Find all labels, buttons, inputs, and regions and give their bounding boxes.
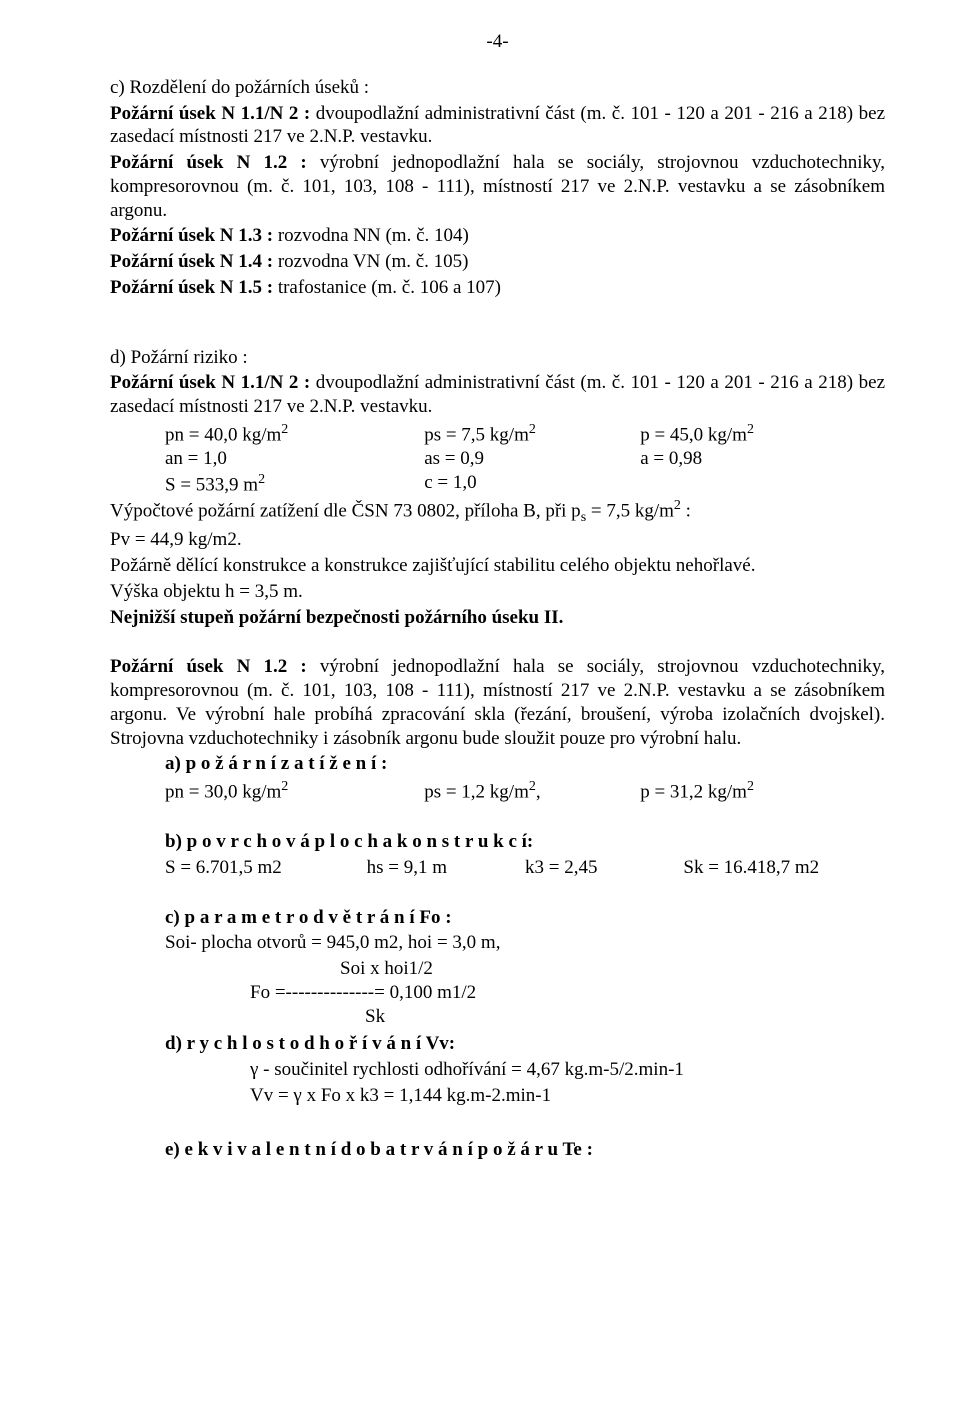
d-sub-c-frac-bot: Sk xyxy=(365,1005,885,1029)
d-row2-c2: as = 0,9 xyxy=(424,447,640,471)
d-sub-a-c2-sup: 2 xyxy=(529,779,536,794)
d-calc1: Výpočtové požární zatížení dle ČSN 73 08… xyxy=(110,497,885,527)
d-calc2: Pv = 44,9 kg/m2. xyxy=(110,528,885,552)
d-usek-n11n2-label: Požární úsek N 1.1/N 2 : xyxy=(110,372,310,393)
d-sub-c-l1: Soi- plocha otvorů = 945,0 m2, hoi = 3,0… xyxy=(165,931,885,955)
section-d-head: d) Požární riziko : xyxy=(110,346,885,370)
usek-n12-label: Požární úsek N 1.2 : xyxy=(110,152,307,173)
d-sub-a-head: a) p o ž á r n í z a t í ž e n í : xyxy=(165,752,885,776)
section-c-p3: Požární úsek N 1.3 : rozvodna NN (m. č. … xyxy=(110,224,885,248)
usek-n15-text: trafostanice (m. č. 106 a 107) xyxy=(273,277,501,298)
d-row2-c1: an = 1,0 xyxy=(165,447,424,471)
d-row1-c2: ps = 7,5 kg/m xyxy=(424,424,529,445)
d-calc1b: = 7,5 kg/m xyxy=(586,500,674,521)
section-c-p1: Požární úsek N 1.1/N 2 : dvoupodlažní ad… xyxy=(110,102,885,150)
d-row1-c3: p = 45,0 kg/m xyxy=(640,424,747,445)
d-row1-c1-sup: 2 xyxy=(281,422,288,437)
d-sub-c-frac-dash: -------------- xyxy=(286,981,375,1005)
d-sub-c-frac-left: Fo = xyxy=(250,981,286,1005)
usek-n14-text: rozvodna VN (m. č. 105) xyxy=(273,251,468,272)
d-sub-d-l2: Vv = γ x Fo x k3 = 1,144 kg.m-2.min-1 xyxy=(250,1084,885,1108)
usek-n11n2-label: Požární úsek N 1.1/N 2 : xyxy=(110,103,310,124)
d-row1: pn = 40,0 kg/m2 ps = 7,5 kg/m2 p = 45,0 … xyxy=(165,421,885,447)
page-number: -4- xyxy=(110,30,885,54)
d-row3: S = 533,9 m2 c = 1,0 xyxy=(165,471,885,497)
d-sub-e-head: e) e k v i v a l e n t n í d o b a t r v… xyxy=(165,1138,885,1162)
usek-n13-label: Požární úsek N 1.3 : xyxy=(110,225,273,246)
d-sub-a-c2-after: , xyxy=(536,781,541,802)
d-row3-c3 xyxy=(640,471,885,497)
d-sub-c-formula: Soi x hoi1/2 Fo = -------------- = 0,100… xyxy=(250,957,885,1028)
d-sub-c-frac-top: Soi x hoi1/2 xyxy=(340,957,885,981)
d-sub-b-c1: S = 6.701,5 m2 xyxy=(165,856,367,880)
d-usek-n12-label: Požární úsek N 1.2 : xyxy=(110,656,307,677)
section-c-p2: Požární úsek N 1.2 : výrobní jednopodlaž… xyxy=(110,151,885,222)
section-d-p1: Požární úsek N 1.1/N 2 : dvoupodlažní ad… xyxy=(110,371,885,419)
d-calc3: Požárně dělící konstrukce a konstrukce z… xyxy=(110,554,885,578)
d-sub-c-frac-right: = 0,100 m1/2 xyxy=(374,981,476,1005)
d-row2-c3: a = 0,98 xyxy=(640,447,885,471)
d-calc4: Výška objektu h = 3,5 m. xyxy=(110,580,885,604)
d-sub-a-row: pn = 30,0 kg/m2 ps = 1,2 kg/m2, p = 31,2… xyxy=(165,778,885,804)
d-calc1c: : xyxy=(681,500,691,521)
usek-n13-text: rozvodna NN (m. č. 104) xyxy=(273,225,469,246)
d-row3-c1: S = 533,9 m xyxy=(165,474,258,495)
d-row3-c1-sup: 2 xyxy=(258,472,265,487)
d-sub-d-l1: γ - součinitel rychlosti odhořívání = 4,… xyxy=(250,1058,885,1082)
d-sub-d-head: d) r y c h l o s t o d h o ř í v á n í V… xyxy=(165,1032,885,1056)
d-sub-b-c4: Sk = 16.418,7 m2 xyxy=(683,856,885,880)
d-sub-a-c3-sup: 2 xyxy=(747,779,754,794)
section-c-p5: Požární úsek N 1.5 : trafostanice (m. č.… xyxy=(110,276,885,300)
d-sub-b-c2: hs = 9,1 m xyxy=(367,856,525,880)
d-sub-b-head: b) p o v r c h o v á p l o c h a k o n s… xyxy=(165,830,885,854)
section-c-p4: Požární úsek N 1.4 : rozvodna VN (m. č. … xyxy=(110,250,885,274)
d-sub-b-row: S = 6.701,5 m2 hs = 9,1 m k3 = 2,45 Sk =… xyxy=(165,856,885,880)
d-calc5: Nejnižší stupeň požární bezpečnosti požá… xyxy=(110,606,885,630)
d-sub-c-head: c) p a r a m e t r o d v ě t r á n í Fo … xyxy=(165,906,885,930)
d-sub-a-c3: p = 31,2 kg/m xyxy=(640,781,747,802)
d-row1-c2-sup: 2 xyxy=(529,422,536,437)
d-calc1a: Výpočtové požární zatížení dle ČSN 73 08… xyxy=(110,500,581,521)
d-sub-a-c2: ps = 1,2 kg/m xyxy=(424,781,529,802)
d-p2: Požární úsek N 1.2 : výrobní jednopodlaž… xyxy=(110,655,885,750)
usek-n14-label: Požární úsek N 1.4 : xyxy=(110,251,273,272)
d-row2: an = 1,0 as = 0,9 a = 0,98 xyxy=(165,447,885,471)
d-sub-b-c3: k3 = 2,45 xyxy=(525,856,683,880)
section-c-head: c) Rozdělení do požárních úseků : xyxy=(110,76,885,100)
d-row3-c2: c = 1,0 xyxy=(424,471,640,497)
d-calc1-sup: 2 xyxy=(674,498,681,513)
d-row1-c1: pn = 40,0 kg/m xyxy=(165,424,281,445)
usek-n15-label: Požární úsek N 1.5 : xyxy=(110,277,273,298)
d-row1-c3-sup: 2 xyxy=(747,422,754,437)
d-sub-a-c1-sup: 2 xyxy=(281,779,288,794)
d-sub-a-c1: pn = 30,0 kg/m xyxy=(165,781,281,802)
